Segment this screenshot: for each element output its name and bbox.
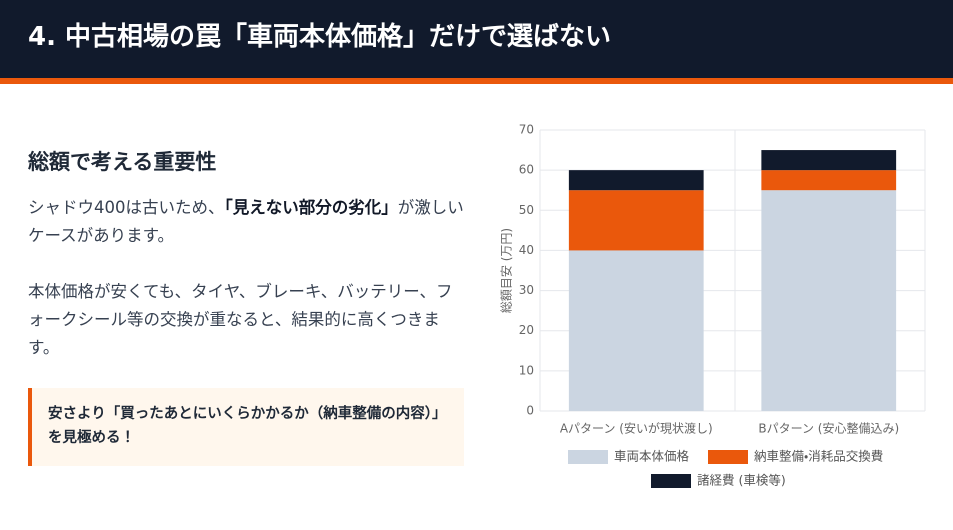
y-tick-label: 30 xyxy=(519,283,534,297)
y-tick-label: 10 xyxy=(519,363,534,377)
bar-segment xyxy=(568,250,704,411)
legend-label: 車両本体価格 xyxy=(614,449,690,464)
y-tick-label: 60 xyxy=(519,163,534,177)
bar-segment xyxy=(761,190,897,411)
x-tick-label: Aパターン (安いが現状渡し) xyxy=(560,421,713,436)
legend-swatch xyxy=(568,450,608,464)
page-title: 4. 中古相場の罠「車両本体価格」だけで選ばない xyxy=(28,22,612,52)
legend-swatch xyxy=(708,450,748,464)
header: 4. 中古相場の罠「車両本体価格」だけで選ばない xyxy=(0,0,953,84)
text: シャドウ400は古いため、 xyxy=(28,198,225,217)
y-tick-label: 40 xyxy=(519,243,534,257)
emphasis: 「見えない部分の劣化」 xyxy=(224,198,398,217)
x-tick-label: Bパターン (安心整備込み) xyxy=(758,422,899,436)
y-tick-label: 0 xyxy=(526,404,534,418)
paragraph: 本体価格が安くても、タイヤ、ブレーキ、バッテリー、フォークシール等の交換が重なる… xyxy=(28,282,453,357)
section-heading: 総額で考える重要性 xyxy=(28,150,217,174)
bar-segment xyxy=(761,170,897,191)
bar-segment xyxy=(568,190,704,251)
callout: 安さより「買ったあとにいくらかかるか（納車整備の内容）」を見極める！ xyxy=(28,388,464,466)
legend-label: 諸経費 (車検等) xyxy=(697,473,786,488)
y-tick-label: 50 xyxy=(519,203,534,217)
text-column: 総額で考える重要性 シャドウ400は古いため、「見えない部分の劣化」が激しいケー… xyxy=(28,146,468,390)
legend-label: 納車整備・消耗品交換費 xyxy=(754,449,883,464)
y-tick-label: 70 xyxy=(519,123,534,137)
chart: 0 10 20 30 40 50 60 70 総額目安 (万円) Aパターン (安いが現状渡し) B… xyxy=(499,123,926,488)
bar-segment xyxy=(761,150,897,171)
legend-swatch xyxy=(651,474,691,488)
text: が激しいケースがあります。 xyxy=(28,198,464,245)
paragraph: シャドウ400は古いため、「見えない部分の劣化」が激しいケースがあります。 xyxy=(28,194,468,250)
y-axis-title: 総額目安 (万円) xyxy=(499,228,514,313)
y-tick-label: 20 xyxy=(519,323,534,337)
bar-segment xyxy=(568,170,704,191)
